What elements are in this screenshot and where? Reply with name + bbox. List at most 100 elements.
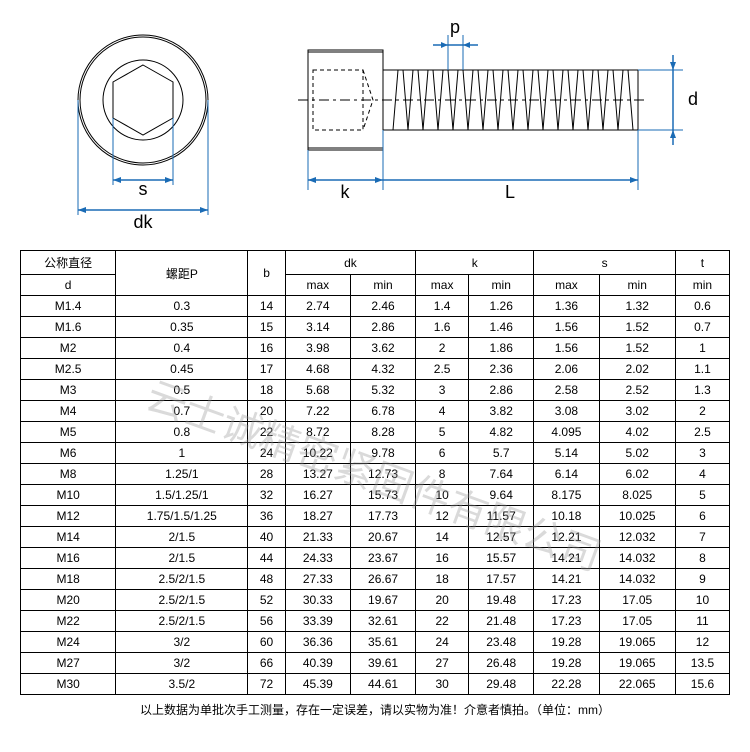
cell-p: 2/1.5 [116, 548, 248, 569]
cell-k_max: 2 [416, 338, 469, 359]
diagram-area: s dk [20, 10, 730, 240]
table-row: M612410.229.7865.75.145.023 [21, 443, 730, 464]
table-row: M273/26640.3939.612726.4819.2819.06513.5 [21, 653, 730, 674]
table-row: M2.50.45174.684.322.52.362.062.021.1 [21, 359, 730, 380]
cell-k_min: 3.82 [469, 401, 534, 422]
cell-dk_max: 16.27 [285, 485, 350, 506]
cell-k_max: 18 [416, 569, 469, 590]
table-row: M40.7207.226.7843.823.083.022 [21, 401, 730, 422]
cell-dk_min: 39.61 [350, 653, 415, 674]
cell-k_max: 3 [416, 380, 469, 401]
cell-dk_min: 4.32 [350, 359, 415, 380]
cell-k_max: 6 [416, 443, 469, 464]
cell-t_min: 1 [675, 338, 729, 359]
cell-k_min: 23.48 [469, 632, 534, 653]
cell-s_min: 1.32 [599, 296, 675, 317]
cell-b: 40 [248, 527, 285, 548]
cell-p: 0.8 [116, 422, 248, 443]
cell-k_min: 2.36 [469, 359, 534, 380]
spec-table: 公称直径 螺距P b dk k s t d max min max min ma… [20, 250, 730, 695]
cell-k_max: 2.5 [416, 359, 469, 380]
th-s-min: min [599, 275, 675, 296]
cell-dk_max: 36.36 [285, 632, 350, 653]
th-t: t [675, 251, 729, 275]
front-view-svg: s dk [43, 15, 243, 235]
cell-d: M4 [21, 401, 116, 422]
cell-s_min: 2.02 [599, 359, 675, 380]
table-row: M1.40.3142.742.461.41.261.361.320.6 [21, 296, 730, 317]
table-row: M142/1.54021.3320.671412.5712.2112.0327 [21, 527, 730, 548]
table-row: M303.5/27245.3944.613029.4822.2822.06515… [21, 674, 730, 695]
cell-d: M27 [21, 653, 116, 674]
cell-s_min: 19.065 [599, 653, 675, 674]
cell-b: 36 [248, 506, 285, 527]
cell-s_min: 22.065 [599, 674, 675, 695]
cell-b: 24 [248, 443, 285, 464]
label-L: L [504, 182, 514, 202]
cell-p: 0.35 [116, 317, 248, 338]
cell-d: M3 [21, 380, 116, 401]
table-row: M81.25/12813.2712.7387.646.146.024 [21, 464, 730, 485]
cell-s_max: 1.56 [534, 317, 599, 338]
cell-p: 1.5/1.25/1 [116, 485, 248, 506]
cell-t_min: 2.5 [675, 422, 729, 443]
cell-dk_max: 3.98 [285, 338, 350, 359]
cell-k_min: 15.57 [469, 548, 534, 569]
cell-t_min: 6 [675, 506, 729, 527]
table-row: M1.60.35153.142.861.61.461.561.520.7 [21, 317, 730, 338]
cell-p: 1.75/1.5/1.25 [116, 506, 248, 527]
cell-dk_max: 8.72 [285, 422, 350, 443]
cell-s_min: 3.02 [599, 401, 675, 422]
cell-s_min: 6.02 [599, 464, 675, 485]
cell-dk_max: 5.68 [285, 380, 350, 401]
cell-dk_min: 3.62 [350, 338, 415, 359]
cell-dk_min: 8.28 [350, 422, 415, 443]
cell-dk_max: 10.22 [285, 443, 350, 464]
cell-p: 0.4 [116, 338, 248, 359]
spec-table-wrap: 云士诚精密紧固件有限公司 公称直径 螺距P b dk k s t d max m… [20, 250, 730, 695]
cell-t_min: 12 [675, 632, 729, 653]
cell-dk_max: 18.27 [285, 506, 350, 527]
cell-dk_min: 9.78 [350, 443, 415, 464]
cell-k_min: 11.57 [469, 506, 534, 527]
cell-s_min: 19.065 [599, 632, 675, 653]
cell-p: 1 [116, 443, 248, 464]
cell-dk_min: 44.61 [350, 674, 415, 695]
cell-p: 2.5/2/1.5 [116, 611, 248, 632]
cell-t_min: 4 [675, 464, 729, 485]
cell-p: 1.25/1 [116, 464, 248, 485]
cell-k_min: 1.26 [469, 296, 534, 317]
footer-note: 以上数据为单批次手工测量，存在一定误差，请以实物为准！介意者慎拍。（单位：mm） [20, 701, 730, 718]
cell-t_min: 8 [675, 548, 729, 569]
cell-s_max: 1.56 [534, 338, 599, 359]
cell-s_max: 2.58 [534, 380, 599, 401]
table-row: M222.5/2/1.55633.3932.612221.4817.2317.0… [21, 611, 730, 632]
th-p: 螺距P [116, 251, 248, 296]
cell-s_min: 14.032 [599, 548, 675, 569]
cell-p: 2.5/2/1.5 [116, 569, 248, 590]
cell-b: 52 [248, 590, 285, 611]
label-d: d [688, 89, 698, 109]
cell-d: M22 [21, 611, 116, 632]
table-row: M20.4163.983.6221.861.561.521 [21, 338, 730, 359]
cell-k_min: 2.86 [469, 380, 534, 401]
th-k-max: max [416, 275, 469, 296]
page-container: s dk [0, 0, 750, 728]
cell-d: M2 [21, 338, 116, 359]
th-dk: dk [285, 251, 415, 275]
cell-s_min: 10.025 [599, 506, 675, 527]
cell-dk_max: 7.22 [285, 401, 350, 422]
cell-k_min: 1.86 [469, 338, 534, 359]
cell-k_max: 22 [416, 611, 469, 632]
cell-p: 2/1.5 [116, 527, 248, 548]
cell-k_min: 1.46 [469, 317, 534, 338]
cell-t_min: 7 [675, 527, 729, 548]
table-row: M202.5/2/1.55230.3319.672019.4817.2317.0… [21, 590, 730, 611]
label-s: s [138, 179, 147, 199]
cell-p: 0.7 [116, 401, 248, 422]
cell-s_min: 14.032 [599, 569, 675, 590]
side-view-svg: p d k L [288, 15, 708, 235]
cell-d: M8 [21, 464, 116, 485]
cell-dk_min: 19.67 [350, 590, 415, 611]
cell-b: 17 [248, 359, 285, 380]
